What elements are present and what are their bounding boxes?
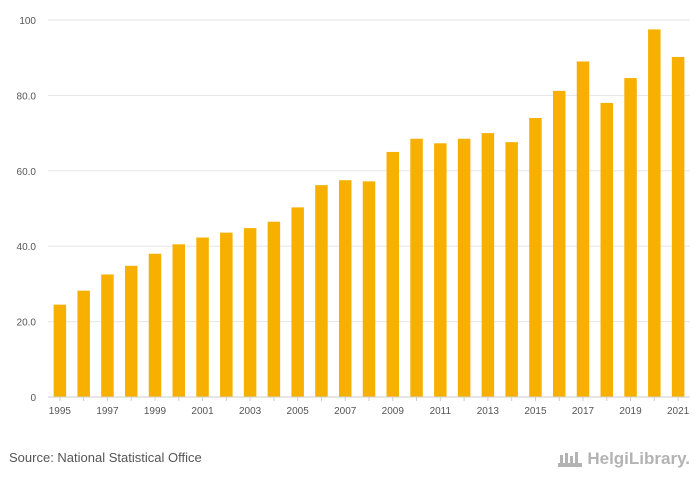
bar-1995[interactable]	[53, 304, 67, 397]
bar-2000[interactable]	[172, 244, 186, 397]
bar-2007[interactable]	[338, 180, 352, 397]
bar-2017[interactable]	[576, 61, 590, 397]
bar-1998[interactable]	[124, 265, 138, 397]
y-tick-label: 80.0	[17, 91, 37, 102]
bar-2014[interactable]	[505, 142, 518, 397]
bar-chart: 0 20.0 40.0 60.0 80.0 100 1995 1997 1999 2001 200…	[17, 16, 690, 417]
x-tick-label: 1997	[96, 406, 119, 417]
x-tick-label: 1999	[144, 406, 167, 417]
x-tick-label: 2005	[287, 406, 310, 417]
bar-2020[interactable]	[648, 29, 661, 398]
bar-1997[interactable]	[101, 274, 114, 397]
bar-2010[interactable]	[410, 138, 423, 397]
bar-2011[interactable]	[434, 143, 447, 397]
bar-2018[interactable]	[600, 102, 614, 397]
bar-2008[interactable]	[362, 181, 376, 397]
brand-logo[interactable]: HelgiLibrary.	[557, 449, 690, 469]
library-icon	[558, 452, 583, 467]
bar-1999[interactable]	[148, 253, 162, 397]
bars	[53, 29, 685, 398]
bar-2005[interactable]	[291, 207, 304, 397]
bar-2006[interactable]	[315, 185, 328, 397]
y-tick-label: 100	[19, 16, 36, 27]
x-tick-label: 2009	[382, 406, 405, 417]
bar-2012[interactable]	[457, 138, 471, 397]
brand-name: HelgiLibrary.	[587, 449, 690, 468]
x-tick-label: 2001	[191, 406, 214, 417]
x-tick-label: 2019	[619, 406, 642, 417]
y-tick-label: 60.0	[17, 167, 37, 178]
bar-2021[interactable]	[671, 56, 685, 398]
bar-1996[interactable]	[77, 290, 90, 397]
x-tick-label: 2017	[572, 406, 595, 417]
x-tick-label: 2021	[667, 406, 690, 417]
x-tick-label: 2003	[239, 406, 262, 417]
bar-2001[interactable]	[196, 237, 209, 397]
source-note: Source: National Statistical Office	[9, 450, 202, 465]
bar-2002[interactable]	[220, 232, 233, 397]
y-tick-label: 0	[30, 393, 36, 404]
y-tick-label: 40.0	[17, 242, 37, 253]
bar-2003[interactable]	[243, 228, 257, 397]
bar-2004[interactable]	[267, 221, 281, 397]
x-tick-label: 2011	[430, 406, 452, 417]
y-tick-label: 20.0	[17, 318, 37, 329]
x-tick-label: 2015	[524, 406, 547, 417]
y-axis: 0 20.0 40.0 60.0 80.0 100	[17, 16, 37, 404]
x-axis: 1995 1997 1999 2001 2003 2005 2007 2009 2011 2013…	[49, 397, 690, 417]
bar-2016[interactable]	[552, 90, 566, 397]
bar-2015[interactable]	[529, 118, 542, 398]
bar-2013[interactable]	[481, 133, 495, 397]
bar-2009[interactable]	[386, 151, 400, 397]
x-tick-label: 1995	[49, 406, 72, 417]
bar-2019[interactable]	[624, 78, 637, 398]
x-tick-label: 2013	[477, 406, 500, 417]
x-tick-label: 2007	[334, 406, 357, 417]
